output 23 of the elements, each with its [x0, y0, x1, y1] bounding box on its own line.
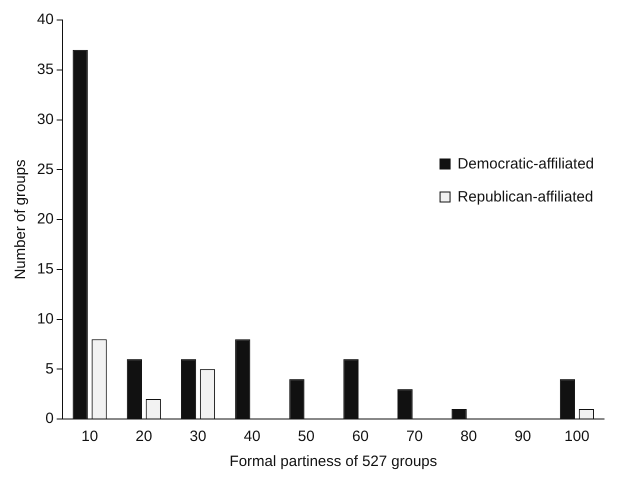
x-tick-label: 50	[298, 428, 315, 446]
y-tick-label: 40	[36, 11, 54, 28]
y-tick-label: 25	[36, 160, 54, 178]
y-tick-label: 5	[45, 360, 54, 378]
y-tick-label: 0	[45, 410, 54, 428]
x-tick-label: 80	[460, 428, 478, 446]
y-tick-label: 30	[36, 110, 54, 128]
x-tick-label: 20	[136, 428, 152, 446]
x-tick-label: 90	[514, 428, 532, 446]
y-tick-label: 35	[36, 61, 54, 78]
y-tick-label: 20	[36, 210, 54, 228]
y-tick-label: 10	[36, 310, 54, 328]
y-tick-label: 15	[36, 260, 54, 278]
x-tick-label: 60	[352, 428, 369, 446]
legend-label: Democratic-affiliated	[458, 156, 594, 173]
x-tick-label: 30	[190, 428, 206, 446]
x-tick-label: 10	[81, 428, 98, 446]
x-axis-title: Formal partiness of 527 groups	[230, 453, 438, 470]
x-tick-label: 100	[564, 428, 590, 446]
x-tick-label: 70	[406, 428, 423, 446]
x-tick-label: 40	[244, 428, 260, 446]
y-axis-title: Number of groups	[12, 159, 30, 280]
legend-label: Republican-affiliated	[458, 188, 594, 206]
